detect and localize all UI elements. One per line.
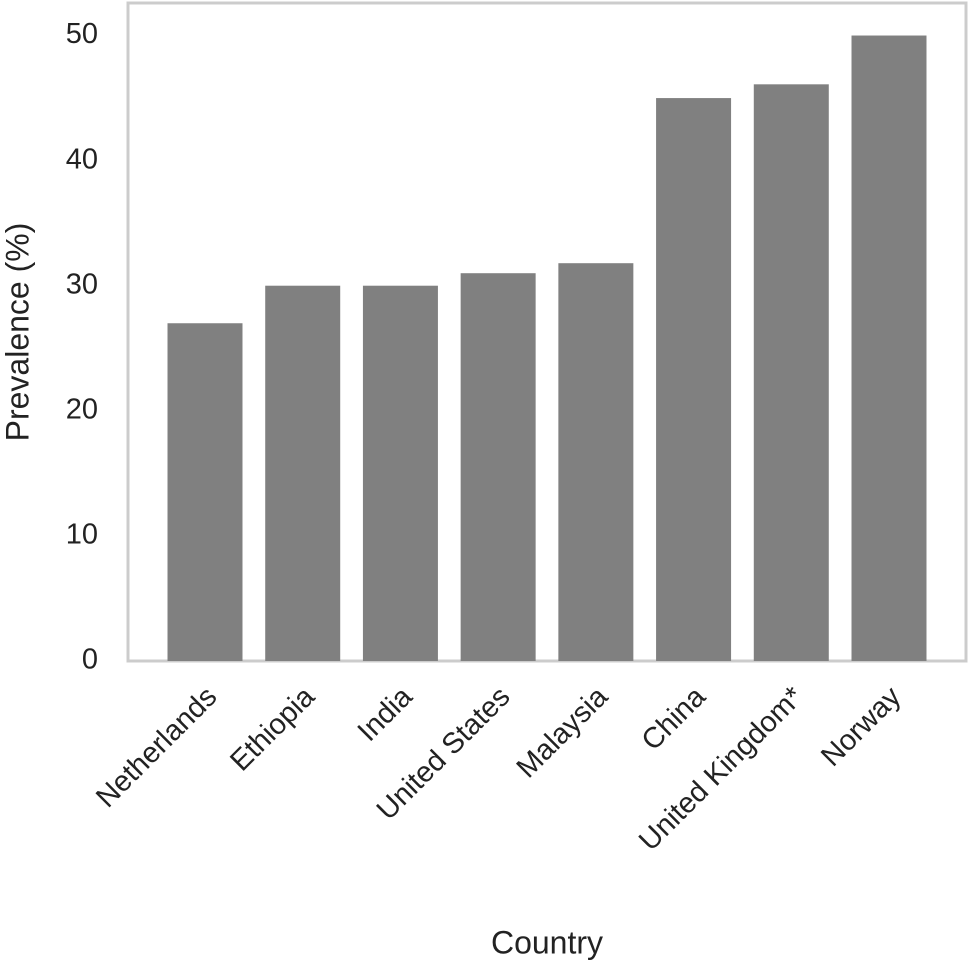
x-tick-label: China <box>636 680 713 757</box>
y-tick-label: 50 <box>66 18 98 50</box>
y-tick-label: 0 <box>82 644 98 676</box>
y-axis-title: Prevalence (%) <box>0 223 35 442</box>
y-tick-label: 40 <box>66 143 98 175</box>
bar <box>167 323 243 661</box>
bar <box>851 35 927 661</box>
x-tick-label: Malaysia <box>511 680 615 784</box>
x-tick-label: Ethiopia <box>224 680 321 777</box>
x-axis-title: Country <box>491 924 603 960</box>
bar <box>362 285 438 661</box>
y-tick-label: 20 <box>66 393 98 425</box>
y-tick-label: 30 <box>66 268 98 300</box>
bar <box>656 98 732 661</box>
bar <box>265 285 341 661</box>
bar <box>558 263 634 661</box>
x-tick-label: India <box>352 680 420 748</box>
bar <box>753 84 829 662</box>
bar <box>460 273 536 661</box>
y-tick-label: 10 <box>66 519 98 551</box>
x-tick-label: Netherlands <box>90 681 223 814</box>
x-tick-label: United Kingdom* <box>633 681 810 858</box>
x-tick-label: Norway <box>815 680 907 772</box>
plot-frame <box>126 1 968 663</box>
